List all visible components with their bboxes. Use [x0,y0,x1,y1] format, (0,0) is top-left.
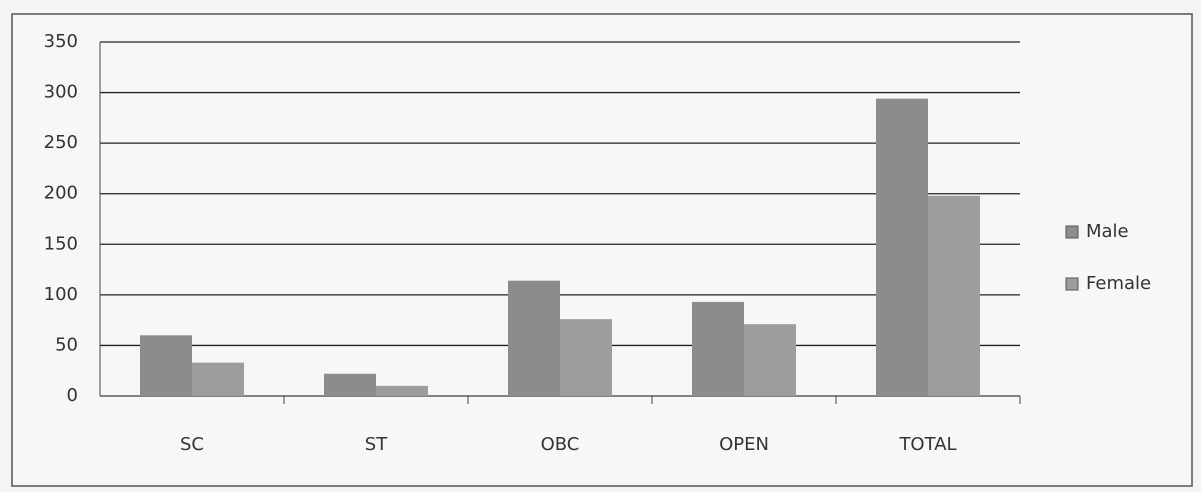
x-tick-label: TOTAL [898,434,956,455]
bar [744,324,796,396]
y-tick-label: 0 [67,385,78,406]
bar [692,301,744,396]
x-tick-label: SC [180,434,204,455]
bar [876,98,928,396]
bar [376,385,428,396]
y-tick-label: 100 [44,284,78,305]
chart-frame [11,13,1193,487]
x-tick-label: OPEN [719,434,769,455]
y-tick-label: 250 [44,132,78,153]
bar [560,319,612,396]
x-tick-label: ST [365,434,388,455]
bar [508,280,560,396]
x-tick-label: OBC [541,434,580,455]
bar [928,195,980,396]
legend-label: Female [1086,273,1151,294]
bar [192,362,244,396]
y-tick-label: 350 [44,31,78,52]
y-tick-label: 200 [44,183,78,204]
legend-swatch [1065,225,1079,239]
bar [140,335,192,396]
y-tick-label: 50 [55,334,78,355]
bar [324,373,376,396]
y-tick-label: 300 [44,82,78,103]
legend-label: Male [1086,221,1129,242]
legend-swatch [1065,277,1079,291]
y-tick-label: 150 [44,233,78,254]
